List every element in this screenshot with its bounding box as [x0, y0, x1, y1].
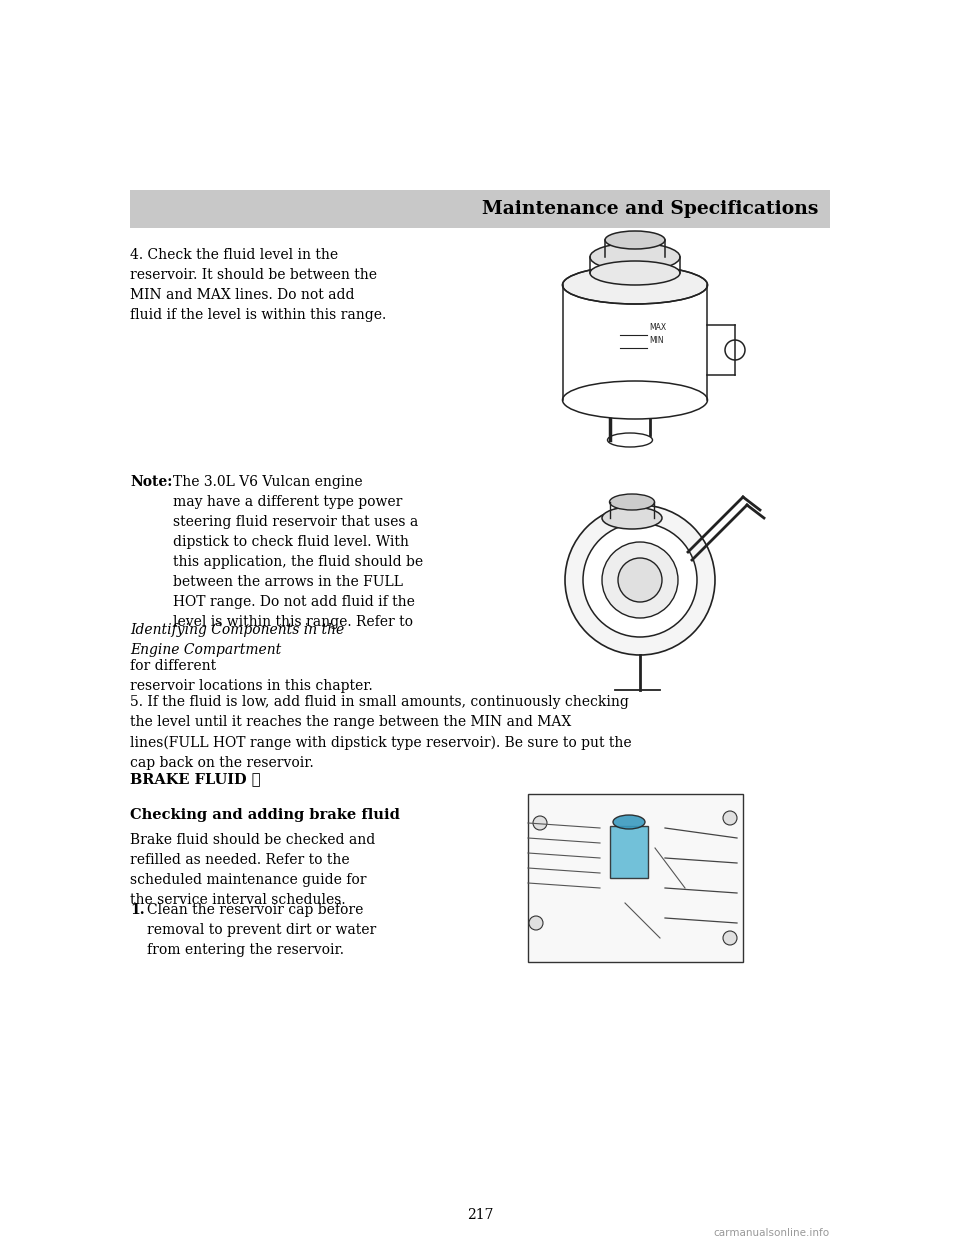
- Bar: [610, 826, 648, 878]
- Text: 5. If the fluid is low, add fluid in small amounts, continuously checking
the le: 5. If the fluid is low, add fluid in sma…: [130, 696, 632, 770]
- Ellipse shape: [602, 507, 662, 529]
- Text: 4. Check the fluid level in the
reservoir. It should be between the
MIN and MAX : 4. Check the fluid level in the reservoi…: [130, 248, 386, 322]
- Circle shape: [533, 816, 547, 830]
- Text: Identifying Components in the
Engine Compartment: Identifying Components in the Engine Com…: [130, 623, 345, 657]
- Ellipse shape: [613, 815, 645, 828]
- Circle shape: [583, 523, 697, 637]
- Text: 217: 217: [467, 1208, 493, 1222]
- Text: MIN: MIN: [649, 337, 663, 345]
- Circle shape: [618, 558, 662, 602]
- Text: Note:: Note:: [130, 474, 173, 489]
- Circle shape: [529, 917, 543, 930]
- Text: BRAKE FLUID ⒪: BRAKE FLUID ⒪: [130, 773, 260, 786]
- Ellipse shape: [605, 231, 665, 248]
- Ellipse shape: [590, 243, 680, 271]
- Circle shape: [723, 932, 737, 945]
- Circle shape: [602, 542, 678, 619]
- Text: Clean the reservoir cap before
removal to prevent dirt or water
from entering th: Clean the reservoir cap before removal t…: [147, 903, 376, 958]
- Text: MAX: MAX: [649, 323, 666, 332]
- Ellipse shape: [610, 494, 655, 510]
- Bar: [528, 794, 743, 963]
- Circle shape: [565, 505, 715, 655]
- Text: Maintenance and Specifications: Maintenance and Specifications: [482, 200, 818, 219]
- Text: 1.: 1.: [130, 903, 145, 917]
- Text: Checking and adding brake fluid: Checking and adding brake fluid: [130, 809, 400, 822]
- Ellipse shape: [563, 266, 708, 304]
- Text: Brake fluid should be checked and
refilled as needed. Refer to the
scheduled mai: Brake fluid should be checked and refill…: [130, 833, 375, 907]
- Text: carmanualsonline.info: carmanualsonline.info: [714, 1228, 830, 1238]
- Bar: [130, 190, 830, 229]
- Text: The 3.0L V6 Vulcan engine
may have a different type power
steering fluid reservo: The 3.0L V6 Vulcan engine may have a dif…: [173, 474, 423, 630]
- Circle shape: [723, 811, 737, 825]
- Text: for different
reservoir locations in this chapter.: for different reservoir locations in thi…: [130, 660, 372, 693]
- Ellipse shape: [590, 261, 680, 284]
